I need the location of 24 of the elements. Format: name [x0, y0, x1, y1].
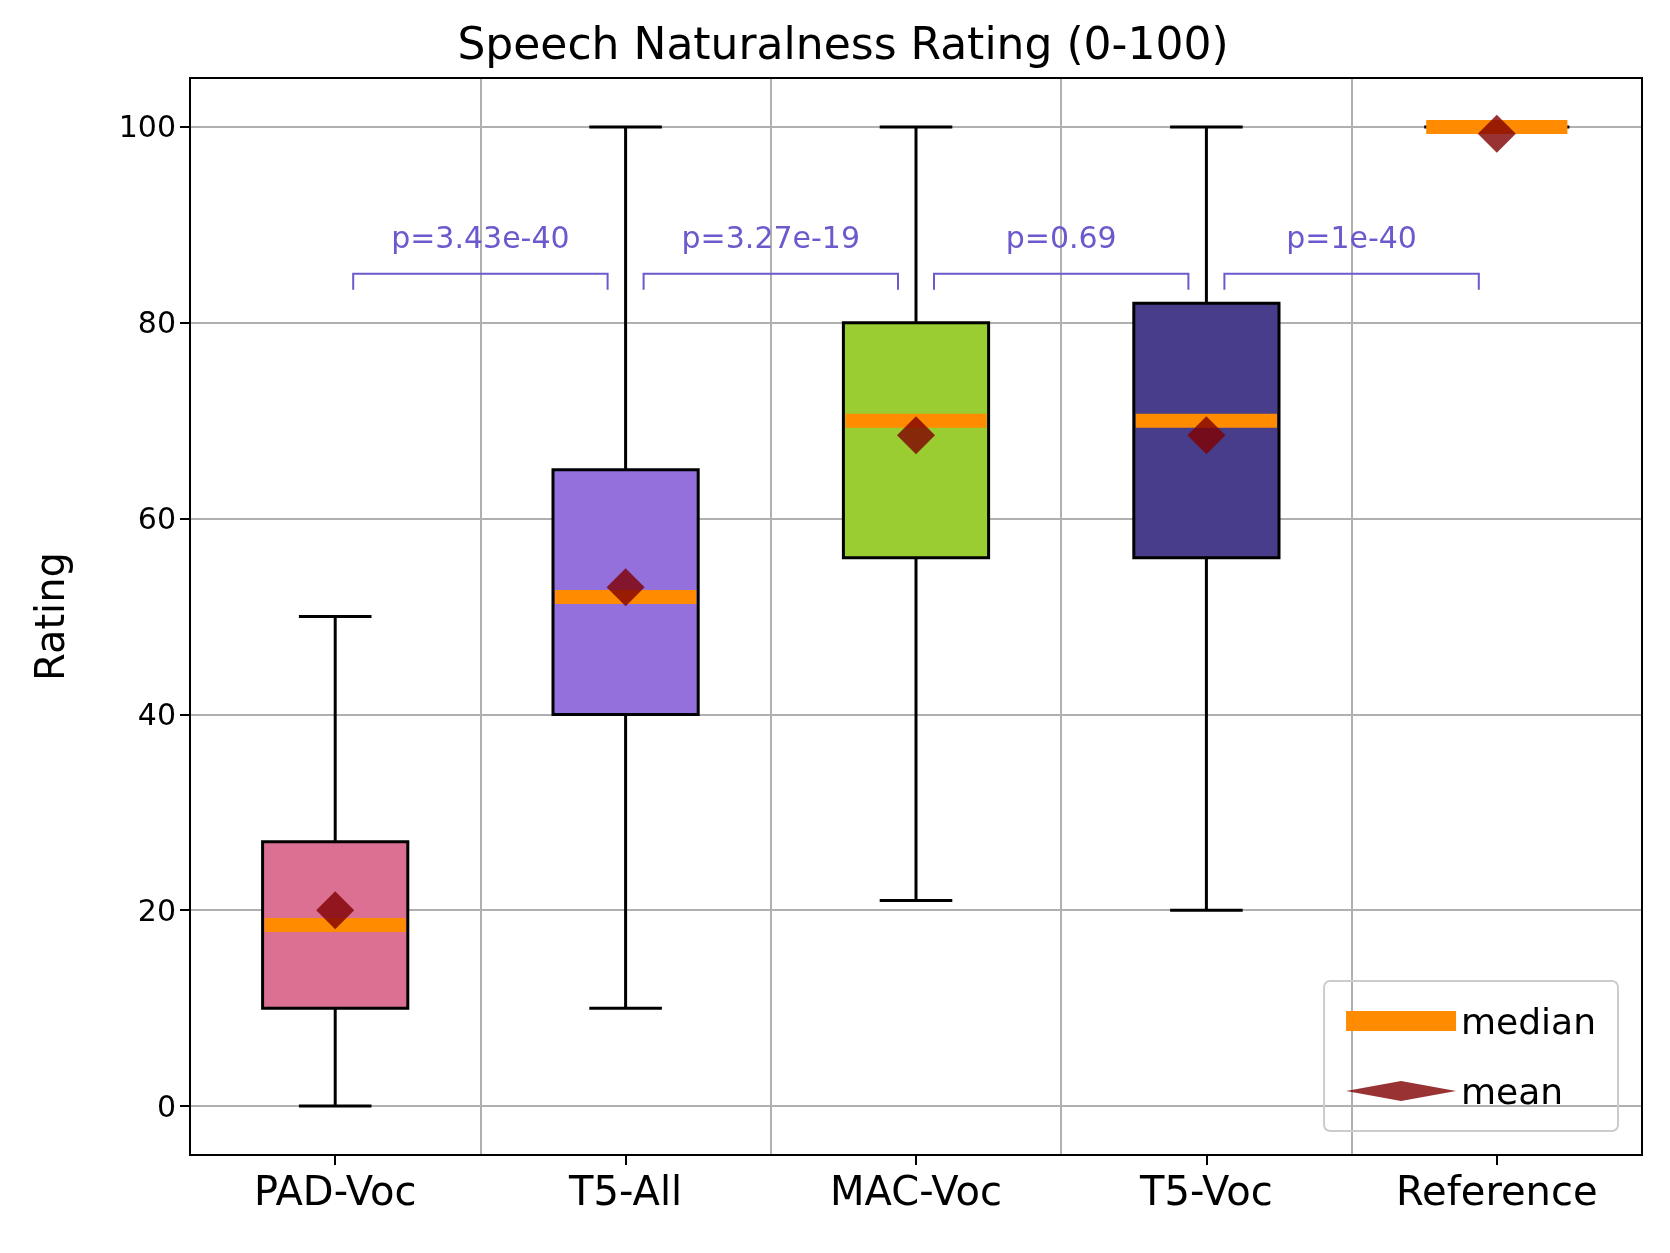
y-tick-label: 40	[137, 696, 176, 732]
point	[606, 568, 645, 607]
x-tick-label: PAD-Voc	[253, 1168, 417, 1214]
point	[1187, 416, 1226, 455]
y-tick-label: 100	[118, 109, 176, 145]
y-tick-label: 0	[156, 1088, 176, 1124]
x-tick-label: MAC-Voc	[830, 1168, 1002, 1214]
y-tick-label: 20	[137, 892, 176, 928]
chart-title: Speech Naturalness Rating (0-100)	[457, 17, 1229, 69]
y-axis-title: Rating	[27, 552, 73, 681]
y-tick-label: 80	[137, 305, 176, 341]
annotation: p=0.69	[1005, 219, 1117, 255]
x-tick-label: T5-Voc	[1139, 1168, 1273, 1214]
legend-label: median	[1461, 1000, 1597, 1042]
annotation: p=3.27e-19	[681, 219, 861, 255]
annotation: p=1e-40	[1286, 219, 1417, 255]
point	[316, 891, 355, 930]
x-tick-label: Reference	[1396, 1168, 1598, 1214]
annotation: p=3.43e-40	[391, 219, 570, 255]
legend-label: mean	[1461, 1070, 1564, 1112]
x-tick-label: T5-All	[568, 1168, 683, 1214]
y-tick-label: 60	[137, 501, 176, 537]
point	[897, 416, 935, 455]
point	[1477, 114, 1516, 153]
